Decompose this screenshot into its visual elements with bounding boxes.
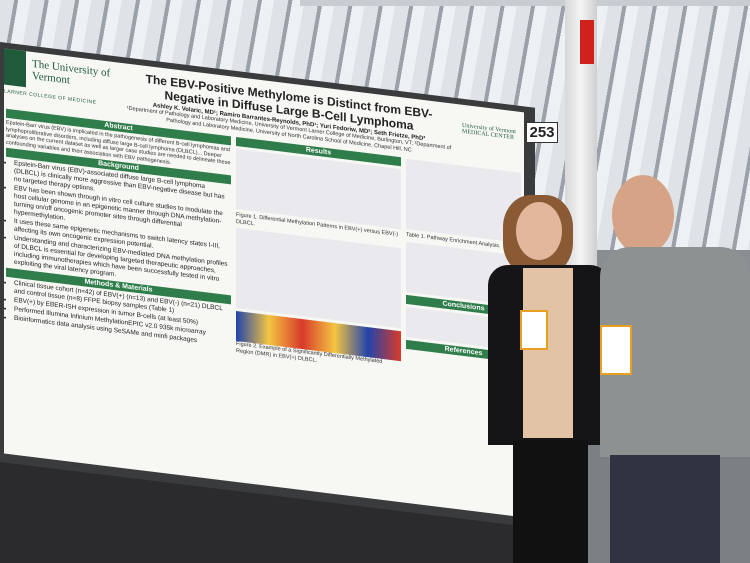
poster-board: The University of Vermont LARNER COLLEGE… [0, 42, 535, 528]
booth-number: 253 [526, 122, 558, 143]
name-badge [520, 310, 548, 350]
column-left: Abstract Epstein-Barr virus (EBV) is imp… [6, 107, 231, 351]
face [516, 202, 562, 260]
university-logo [4, 48, 26, 88]
navy-pants [610, 455, 720, 563]
blouse [523, 268, 573, 438]
column-middle: Results Figure 1. Differential Methylati… [236, 135, 401, 374]
person-woman [488, 190, 613, 563]
person-man [600, 175, 750, 563]
college-name: LARNER COLLEGE OF MEDICINE [4, 88, 97, 106]
research-poster: The University of Vermont LARNER COLLEGE… [4, 48, 524, 518]
face [612, 175, 674, 255]
medical-center-logo: University of Vermont MEDICAL CENTER [462, 122, 516, 142]
ceiling-beam [300, 0, 750, 6]
black-pants [513, 440, 588, 563]
name-badge [600, 325, 632, 375]
fire-alarm-sign [580, 20, 594, 64]
university-name: The University of Vermont [32, 57, 111, 87]
